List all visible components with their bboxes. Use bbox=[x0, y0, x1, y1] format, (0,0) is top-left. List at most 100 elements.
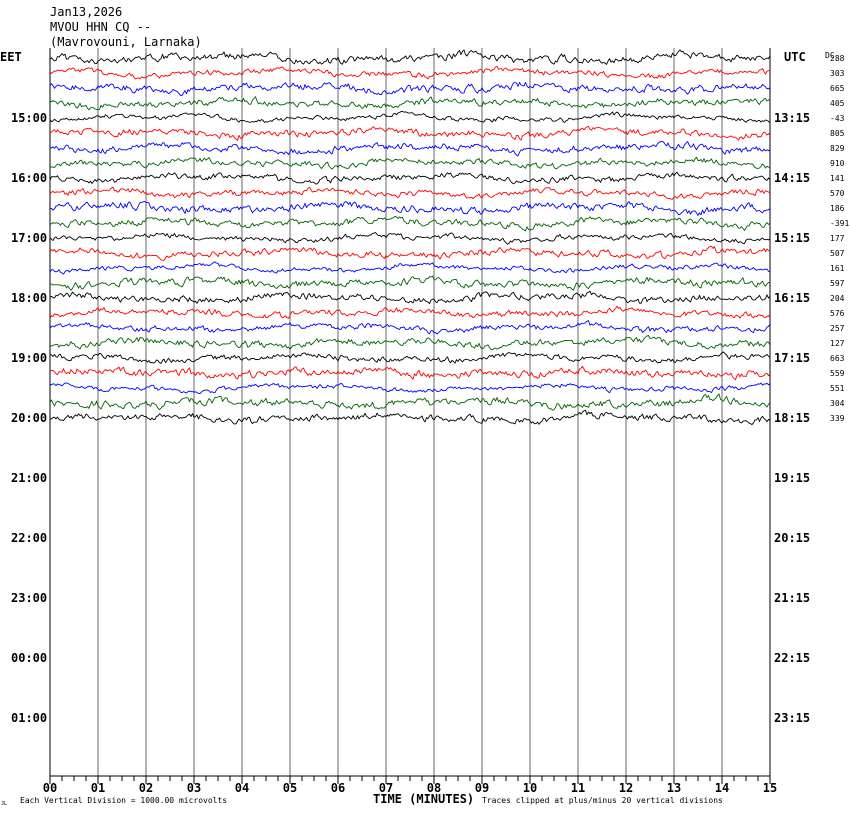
dc-offset-label: 288 bbox=[830, 54, 845, 63]
dc-offset-label: 829 bbox=[830, 144, 845, 153]
dc-offset-label: 339 bbox=[830, 414, 845, 423]
seismic-trace bbox=[49, 232, 771, 245]
date-label: Jan13,2026 bbox=[50, 5, 122, 19]
dc-offset-label: -43 bbox=[830, 114, 845, 123]
utc-hour-label: 14:15 bbox=[774, 171, 810, 185]
seismic-trace bbox=[49, 320, 771, 335]
dc-offset-label: 910 bbox=[830, 159, 845, 168]
clip-note: Traces clipped at plus/minus 20 vertical… bbox=[482, 796, 723, 805]
seismic-trace bbox=[49, 305, 771, 319]
dc-offset-label: 665 bbox=[830, 84, 845, 93]
dc-offset-label: 663 bbox=[830, 354, 845, 363]
dc-offset-label: 141 bbox=[830, 174, 845, 183]
eet-hour-label: 23:00 bbox=[11, 591, 47, 605]
seismic-trace bbox=[49, 290, 771, 305]
utc-hour-label: 21:15 bbox=[774, 591, 810, 605]
seismic-trace bbox=[49, 96, 771, 111]
dc-offset-label: 576 bbox=[830, 309, 845, 318]
dc-offset-label: 186 bbox=[830, 204, 845, 213]
left-timezone-label: EET bbox=[0, 50, 22, 64]
utc-hour-label: 17:15 bbox=[774, 351, 810, 365]
station-label: MVOU HHN CQ -- bbox=[50, 20, 151, 34]
x-tick-label: 11 bbox=[571, 781, 585, 795]
x-tick-label: 02 bbox=[139, 781, 153, 795]
x-tick-label: 12 bbox=[619, 781, 633, 795]
x-tick-label: 10 bbox=[523, 781, 537, 795]
dc-offset-label: 177 bbox=[830, 234, 845, 243]
dc-offset-label: 805 bbox=[830, 129, 845, 138]
utc-hour-label: 22:15 bbox=[774, 651, 810, 665]
dc-offset-label: 127 bbox=[830, 339, 845, 348]
x-tick-label: 03 bbox=[187, 781, 201, 795]
dc-offset-label: 405 bbox=[830, 99, 845, 108]
seismic-trace bbox=[49, 186, 771, 200]
dc-offset-label: 204 bbox=[830, 294, 845, 303]
seismic-trace bbox=[49, 393, 771, 411]
dc-offset-label: 507 bbox=[830, 249, 845, 258]
eet-hour-label: 00:00 bbox=[11, 651, 47, 665]
dc-offset-label: 161 bbox=[830, 264, 845, 273]
utc-hour-label: 18:15 bbox=[774, 411, 810, 425]
dc-offset-label: 304 bbox=[830, 399, 845, 408]
x-tick-label: 00 bbox=[43, 781, 57, 795]
x-tick-label: 09 bbox=[475, 781, 489, 795]
seismic-trace bbox=[49, 351, 771, 364]
eet-hour-label: 18:00 bbox=[11, 291, 47, 305]
utc-hour-label: 15:15 bbox=[774, 231, 810, 245]
right-timezone-label: UTC bbox=[784, 50, 806, 64]
x-tick-label: 05 bbox=[283, 781, 297, 795]
dc-label: DC bbox=[825, 51, 835, 60]
seismic-trace bbox=[49, 126, 771, 141]
dc-offset-label: 257 bbox=[830, 324, 845, 333]
seismic-trace bbox=[49, 335, 771, 351]
dc-offset-label: 551 bbox=[830, 384, 845, 393]
dc-offset-label: 303 bbox=[830, 69, 845, 78]
dc-offset-label: -391 bbox=[830, 219, 849, 228]
location-label: (Mavrovouni, Larnaka) bbox=[50, 35, 202, 49]
scale-note: Each Vertical Division = 1000.00 microvo… bbox=[20, 796, 227, 805]
seismic-trace bbox=[49, 110, 771, 124]
dc-offset-label: 559 bbox=[830, 369, 845, 378]
x-tick-label: 06 bbox=[331, 781, 345, 795]
seismic-trace bbox=[49, 215, 771, 232]
eet-hour-label: 01:00 bbox=[11, 711, 47, 725]
label-layer: Jan13,2026 MVOU HHN CQ -- (Mavrovouni, L… bbox=[0, 5, 849, 807]
seismic-trace bbox=[49, 275, 771, 291]
x-tick-label: 15 bbox=[763, 781, 777, 795]
x-tick-label: 08 bbox=[427, 781, 441, 795]
seismic-trace bbox=[49, 156, 771, 170]
seismic-trace bbox=[49, 201, 771, 216]
seismic-trace bbox=[50, 409, 771, 426]
utc-hour-label: 20:15 bbox=[774, 531, 810, 545]
eet-hour-label: 17:00 bbox=[11, 231, 47, 245]
utc-hour-label: 23:15 bbox=[774, 711, 810, 725]
trace-layer bbox=[49, 49, 771, 426]
utc-hour-label: 16:15 bbox=[774, 291, 810, 305]
corner-mark: JL bbox=[1, 801, 7, 807]
x-tick-label: 07 bbox=[379, 781, 393, 795]
seismic-trace bbox=[49, 261, 771, 275]
seismic-trace bbox=[49, 49, 771, 65]
eet-hour-label: 20:00 bbox=[11, 411, 47, 425]
seismic-trace bbox=[49, 65, 771, 80]
seismic-trace bbox=[49, 245, 771, 261]
eet-hour-label: 22:00 bbox=[11, 531, 47, 545]
eet-hour-label: 16:00 bbox=[11, 171, 47, 185]
utc-hour-label: 19:15 bbox=[774, 471, 810, 485]
seismic-trace bbox=[49, 82, 771, 97]
eet-hour-label: 19:00 bbox=[11, 351, 47, 365]
seismic-trace bbox=[49, 140, 771, 157]
seismic-trace bbox=[49, 171, 771, 185]
seismic-trace bbox=[49, 365, 771, 381]
grid-layer bbox=[49, 48, 771, 784]
x-tick-label: 04 bbox=[235, 781, 249, 795]
dc-offset-label: 570 bbox=[830, 189, 845, 198]
utc-hour-label: 13:15 bbox=[774, 111, 810, 125]
eet-hour-label: 21:00 bbox=[11, 471, 47, 485]
seismic-trace bbox=[49, 382, 771, 395]
dc-offset-label: 597 bbox=[830, 279, 845, 288]
x-tick-label: 13 bbox=[667, 781, 681, 795]
x-axis-title: TIME (MINUTES) bbox=[373, 792, 474, 806]
x-tick-label: 14 bbox=[715, 781, 729, 795]
